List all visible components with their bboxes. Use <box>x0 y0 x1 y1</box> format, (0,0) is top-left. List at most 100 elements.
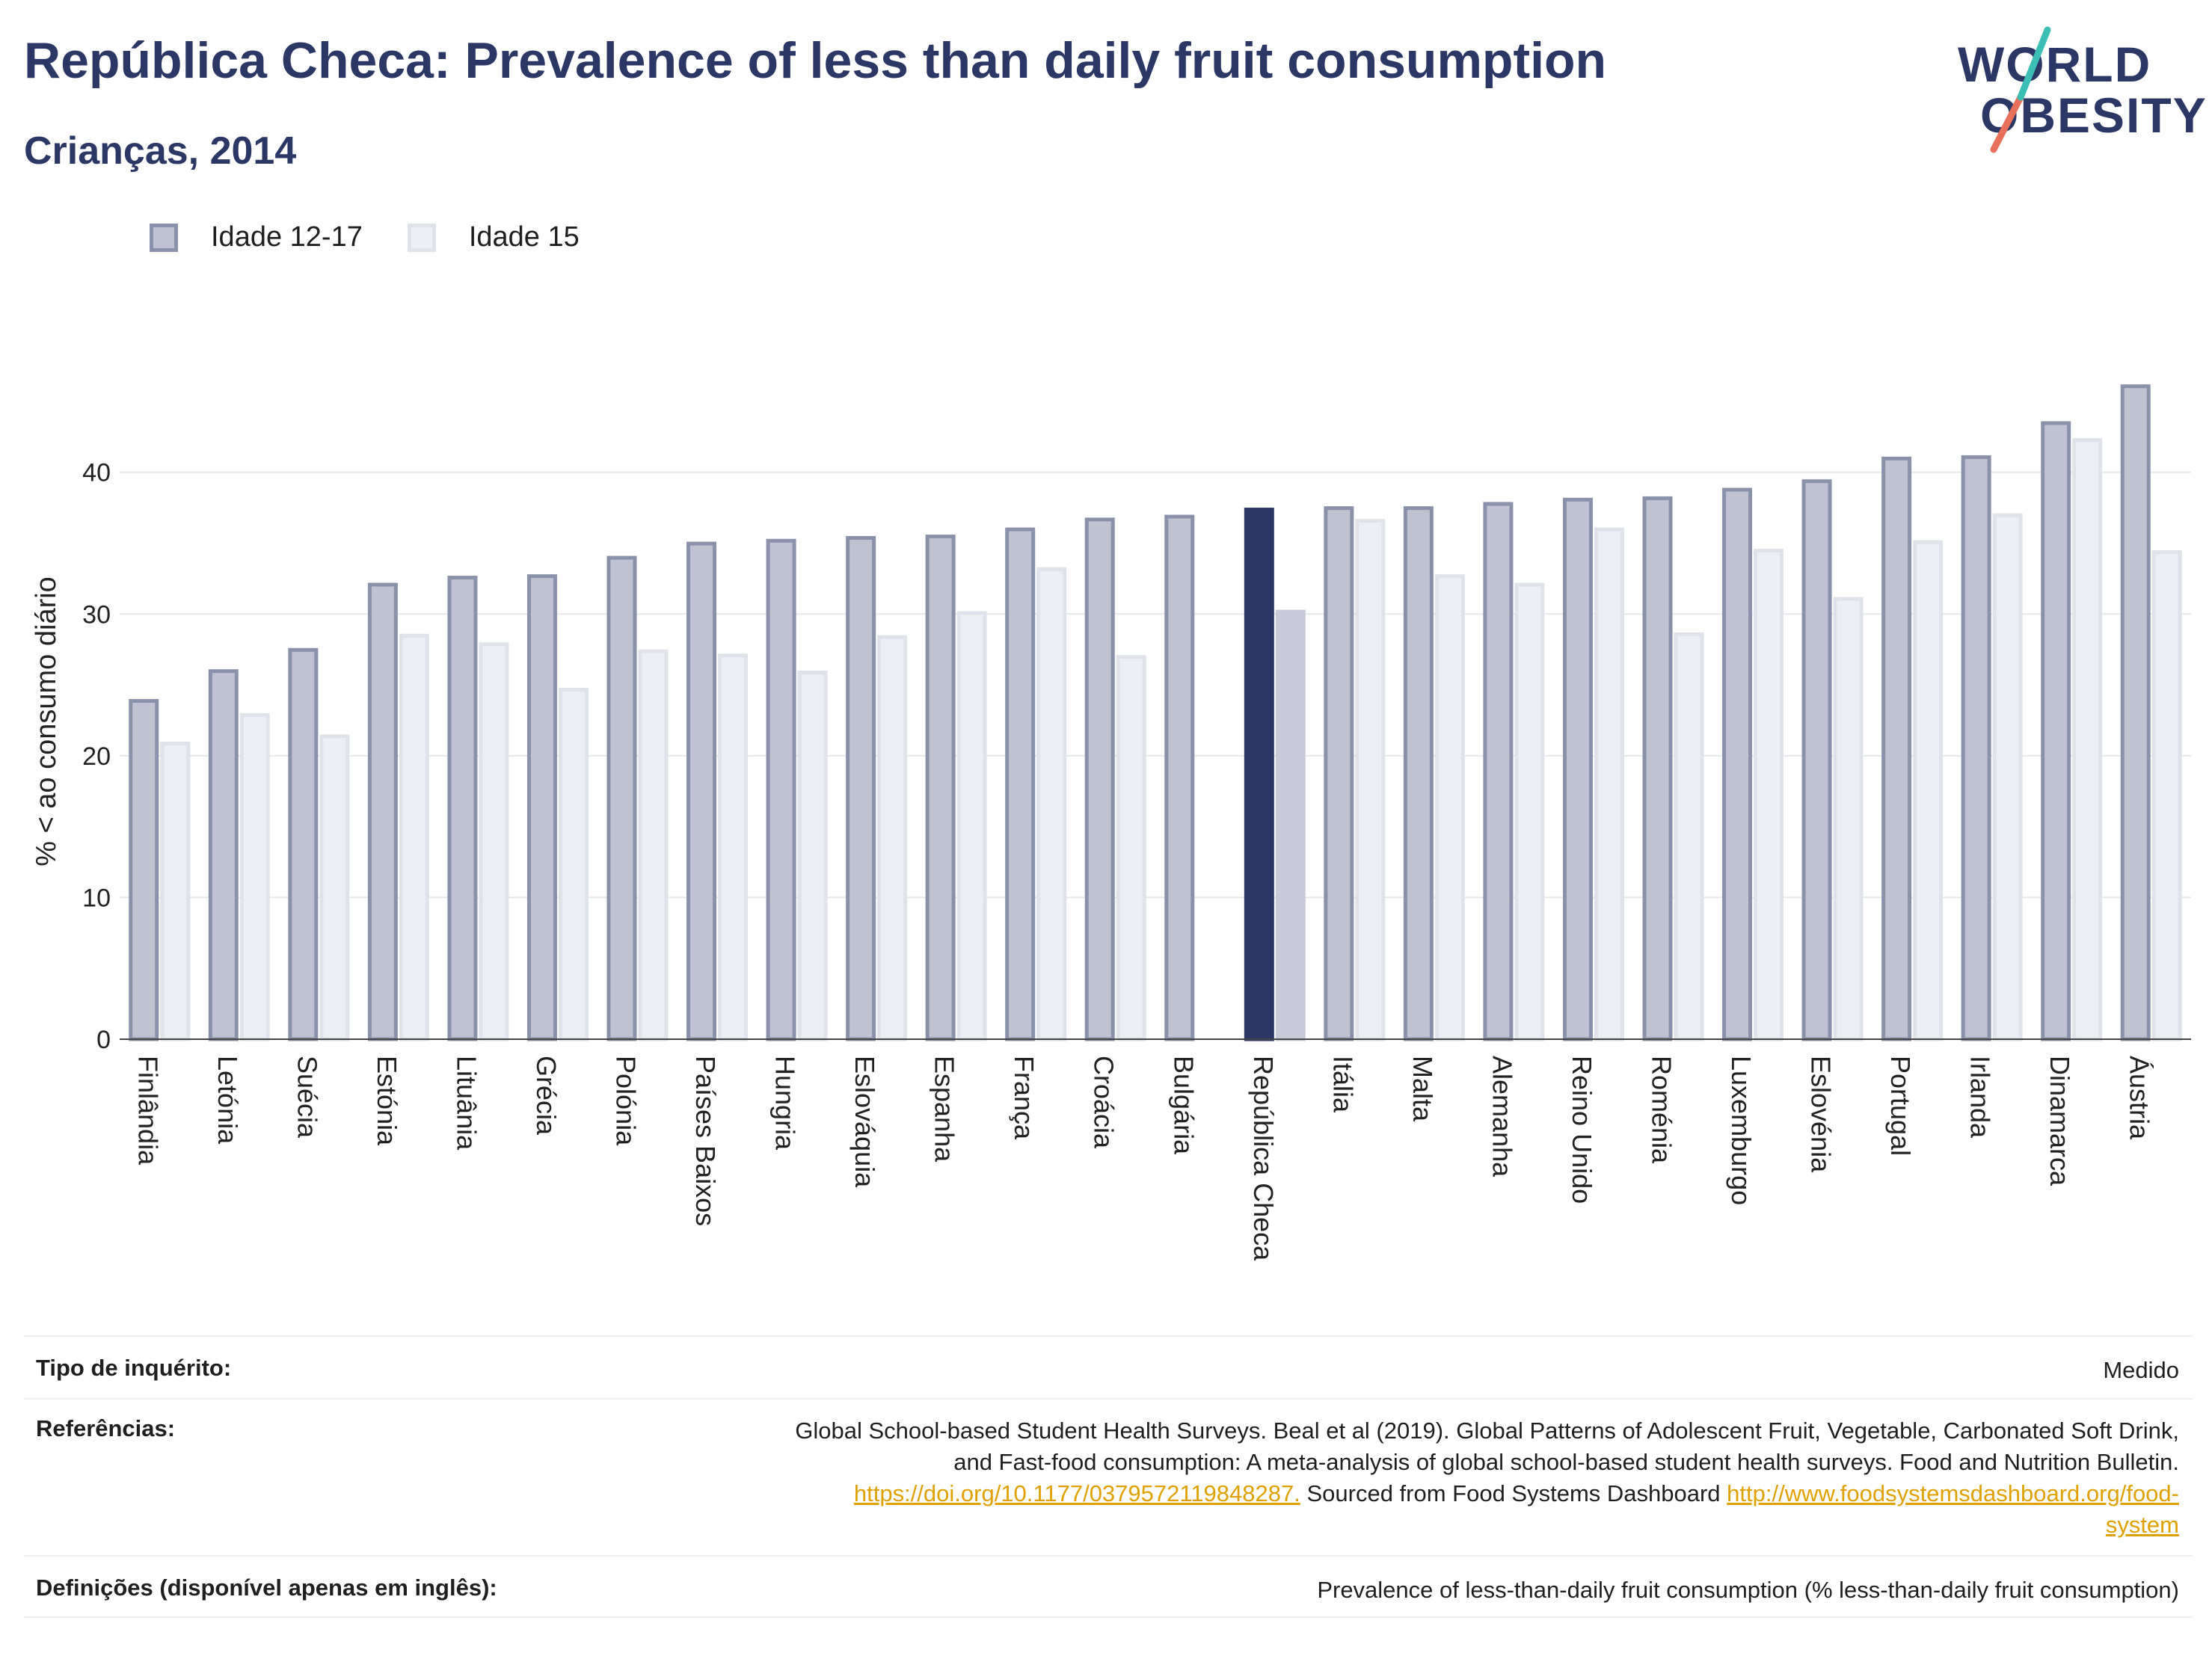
bar-series1 <box>1642 496 1673 1041</box>
bar-series2 <box>1116 655 1146 1041</box>
bar-series2 <box>718 653 749 1041</box>
bar-series2 <box>1036 567 1067 1041</box>
x-tick-label: Hungria <box>770 1056 801 1151</box>
bar-series1 <box>1562 497 1593 1041</box>
x-tick-label: Finlândia <box>132 1056 163 1166</box>
legend-label-series2: Idade 15 <box>468 221 580 253</box>
x-tick-label: Estónia <box>372 1056 402 1146</box>
bar-series1 <box>2120 384 2151 1041</box>
x-tick-label: Países Baixos <box>690 1056 721 1226</box>
bar-series1 <box>1801 479 1832 1041</box>
x-tick-label: Suécia <box>292 1056 322 1139</box>
legend-label-series1: Idade 12-17 <box>211 221 363 253</box>
references-line2: and Fast-food consumption: A meta-analys… <box>953 1449 2179 1475</box>
x-tick-label: Irlanda <box>1965 1056 1996 1139</box>
bar-series2 <box>1674 632 1704 1041</box>
bar-series2 <box>239 712 270 1041</box>
y-tick-label: 0 <box>96 1026 111 1054</box>
bar-series2 <box>1833 597 1864 1041</box>
bar-series2 <box>1992 513 2023 1041</box>
x-tick-label: Portugal <box>1885 1056 1916 1156</box>
bar-series2 <box>479 642 509 1041</box>
bar-series2 <box>1913 540 1944 1041</box>
bar-series2 <box>1594 527 1624 1041</box>
bar-series1 <box>1881 456 1912 1041</box>
bar-series1 <box>686 541 717 1041</box>
divider <box>24 1616 2193 1618</box>
survey-type-value: Medido <box>2103 1357 2179 1383</box>
page-title: República Checa: Prevalence of less than… <box>24 32 1607 89</box>
bar-series2 <box>1434 574 1465 1041</box>
bar-series1 <box>1722 487 1753 1041</box>
x-tick-label: Bulgária <box>1168 1056 1199 1155</box>
bar-series1 <box>208 669 239 1041</box>
divider <box>24 1398 2193 1400</box>
bar-series2 <box>797 671 828 1041</box>
bar-series2 <box>1275 609 1306 1041</box>
bar-series1 <box>846 535 876 1041</box>
world-obesity-logo: WORLD OBESITY <box>1952 22 2206 157</box>
logo-text-line1: WORLD <box>1958 37 2152 92</box>
x-tick-label: Espanha <box>930 1056 960 1163</box>
x-tick-label: Reino Unido <box>1567 1056 1597 1204</box>
x-tick-label: Dinamarca <box>2044 1056 2075 1186</box>
bar-series2 <box>2072 438 2103 1041</box>
dashboard-link[interactable]: http://www.foodsystemsdashboard.org/food… <box>1727 1480 2179 1506</box>
legend-swatch-series2 <box>407 223 436 252</box>
bar-series2 <box>1355 519 1386 1041</box>
bar-series1 <box>129 699 159 1041</box>
references-label: Referências: <box>36 1415 176 1441</box>
divider <box>24 1555 2193 1557</box>
y-axis-label: % < ao consumo diário <box>31 576 62 867</box>
references-line1: Global School-based Student Health Surve… <box>795 1418 2179 1444</box>
bar-series1 <box>1005 527 1036 1041</box>
bar-series2 <box>319 734 350 1041</box>
bar-series1 <box>2041 421 2071 1041</box>
bar-series1 <box>1961 455 1991 1041</box>
x-tick-label: Lituânia <box>451 1056 482 1151</box>
survey-type-label: Tipo de inquérito: <box>36 1355 232 1381</box>
bar-series1 <box>1403 506 1434 1041</box>
bar-series1 <box>288 647 319 1041</box>
y-tick-label: 40 <box>82 459 111 487</box>
bar-series1 <box>526 574 557 1041</box>
bar-series1 <box>925 535 956 1041</box>
x-tick-label: República Checa <box>1248 1056 1279 1261</box>
x-tick-label: Letónia <box>212 1056 243 1145</box>
x-tick-label: Alemanha <box>1487 1056 1517 1178</box>
logo-slash-icon <box>1990 26 2051 153</box>
doi-link[interactable]: https://doi.org/10.1177/0379572119848287… <box>853 1480 1300 1506</box>
chart-legend: Idade 12-17 Idade 15 <box>150 221 624 253</box>
bar-series2 <box>2151 550 2182 1041</box>
references-line3-text: Sourced from Food Systems Dashboard <box>1300 1480 1727 1506</box>
references-line3: https://doi.org/10.1177/0379572119848287… <box>534 1478 2179 1509</box>
y-tick-label: 10 <box>82 884 111 912</box>
x-tick-label: Malta <box>1407 1056 1438 1122</box>
legend-swatch-series1 <box>150 223 178 252</box>
bar-chart: 0 10 20 30 40 % < ao consumo diário Finlândia L… <box>31 384 2191 1261</box>
x-tick-label: Croácia <box>1089 1056 1119 1149</box>
definitions-value: Prevalence of less-than-daily fruit cons… <box>1317 1577 2179 1603</box>
dashboard-link-cont[interactable]: system <box>2105 1512 2179 1538</box>
references-value: Global School-based Student Health Surve… <box>534 1415 2179 1541</box>
bar-series1 <box>367 582 398 1041</box>
legend-item-series2[interactable]: Idade 15 <box>407 221 580 253</box>
x-tick-label: Eslovénia <box>1806 1056 1837 1173</box>
legend-item-series1[interactable]: Idade 12-17 <box>150 221 363 253</box>
bar-series1 <box>447 576 478 1041</box>
x-tick-label: Polónia <box>611 1056 642 1146</box>
bar-series2 <box>558 687 589 1041</box>
bar-series2 <box>877 635 908 1041</box>
bar-series2 <box>399 633 429 1041</box>
bar-series1 <box>766 538 796 1041</box>
x-tick-label: Luxemburgo <box>1726 1056 1757 1205</box>
bar-series1 <box>1244 508 1274 1041</box>
bar-series2 <box>1754 549 1784 1041</box>
x-tick-label: Grécia <box>531 1056 562 1136</box>
x-tick-label: Eslováquia <box>850 1056 880 1188</box>
bar-series2 <box>956 611 987 1041</box>
bar-series2 <box>638 649 669 1041</box>
bar-series1 <box>1483 502 1514 1041</box>
bar-series2 <box>1514 582 1545 1041</box>
bar-series1 <box>1164 514 1195 1041</box>
